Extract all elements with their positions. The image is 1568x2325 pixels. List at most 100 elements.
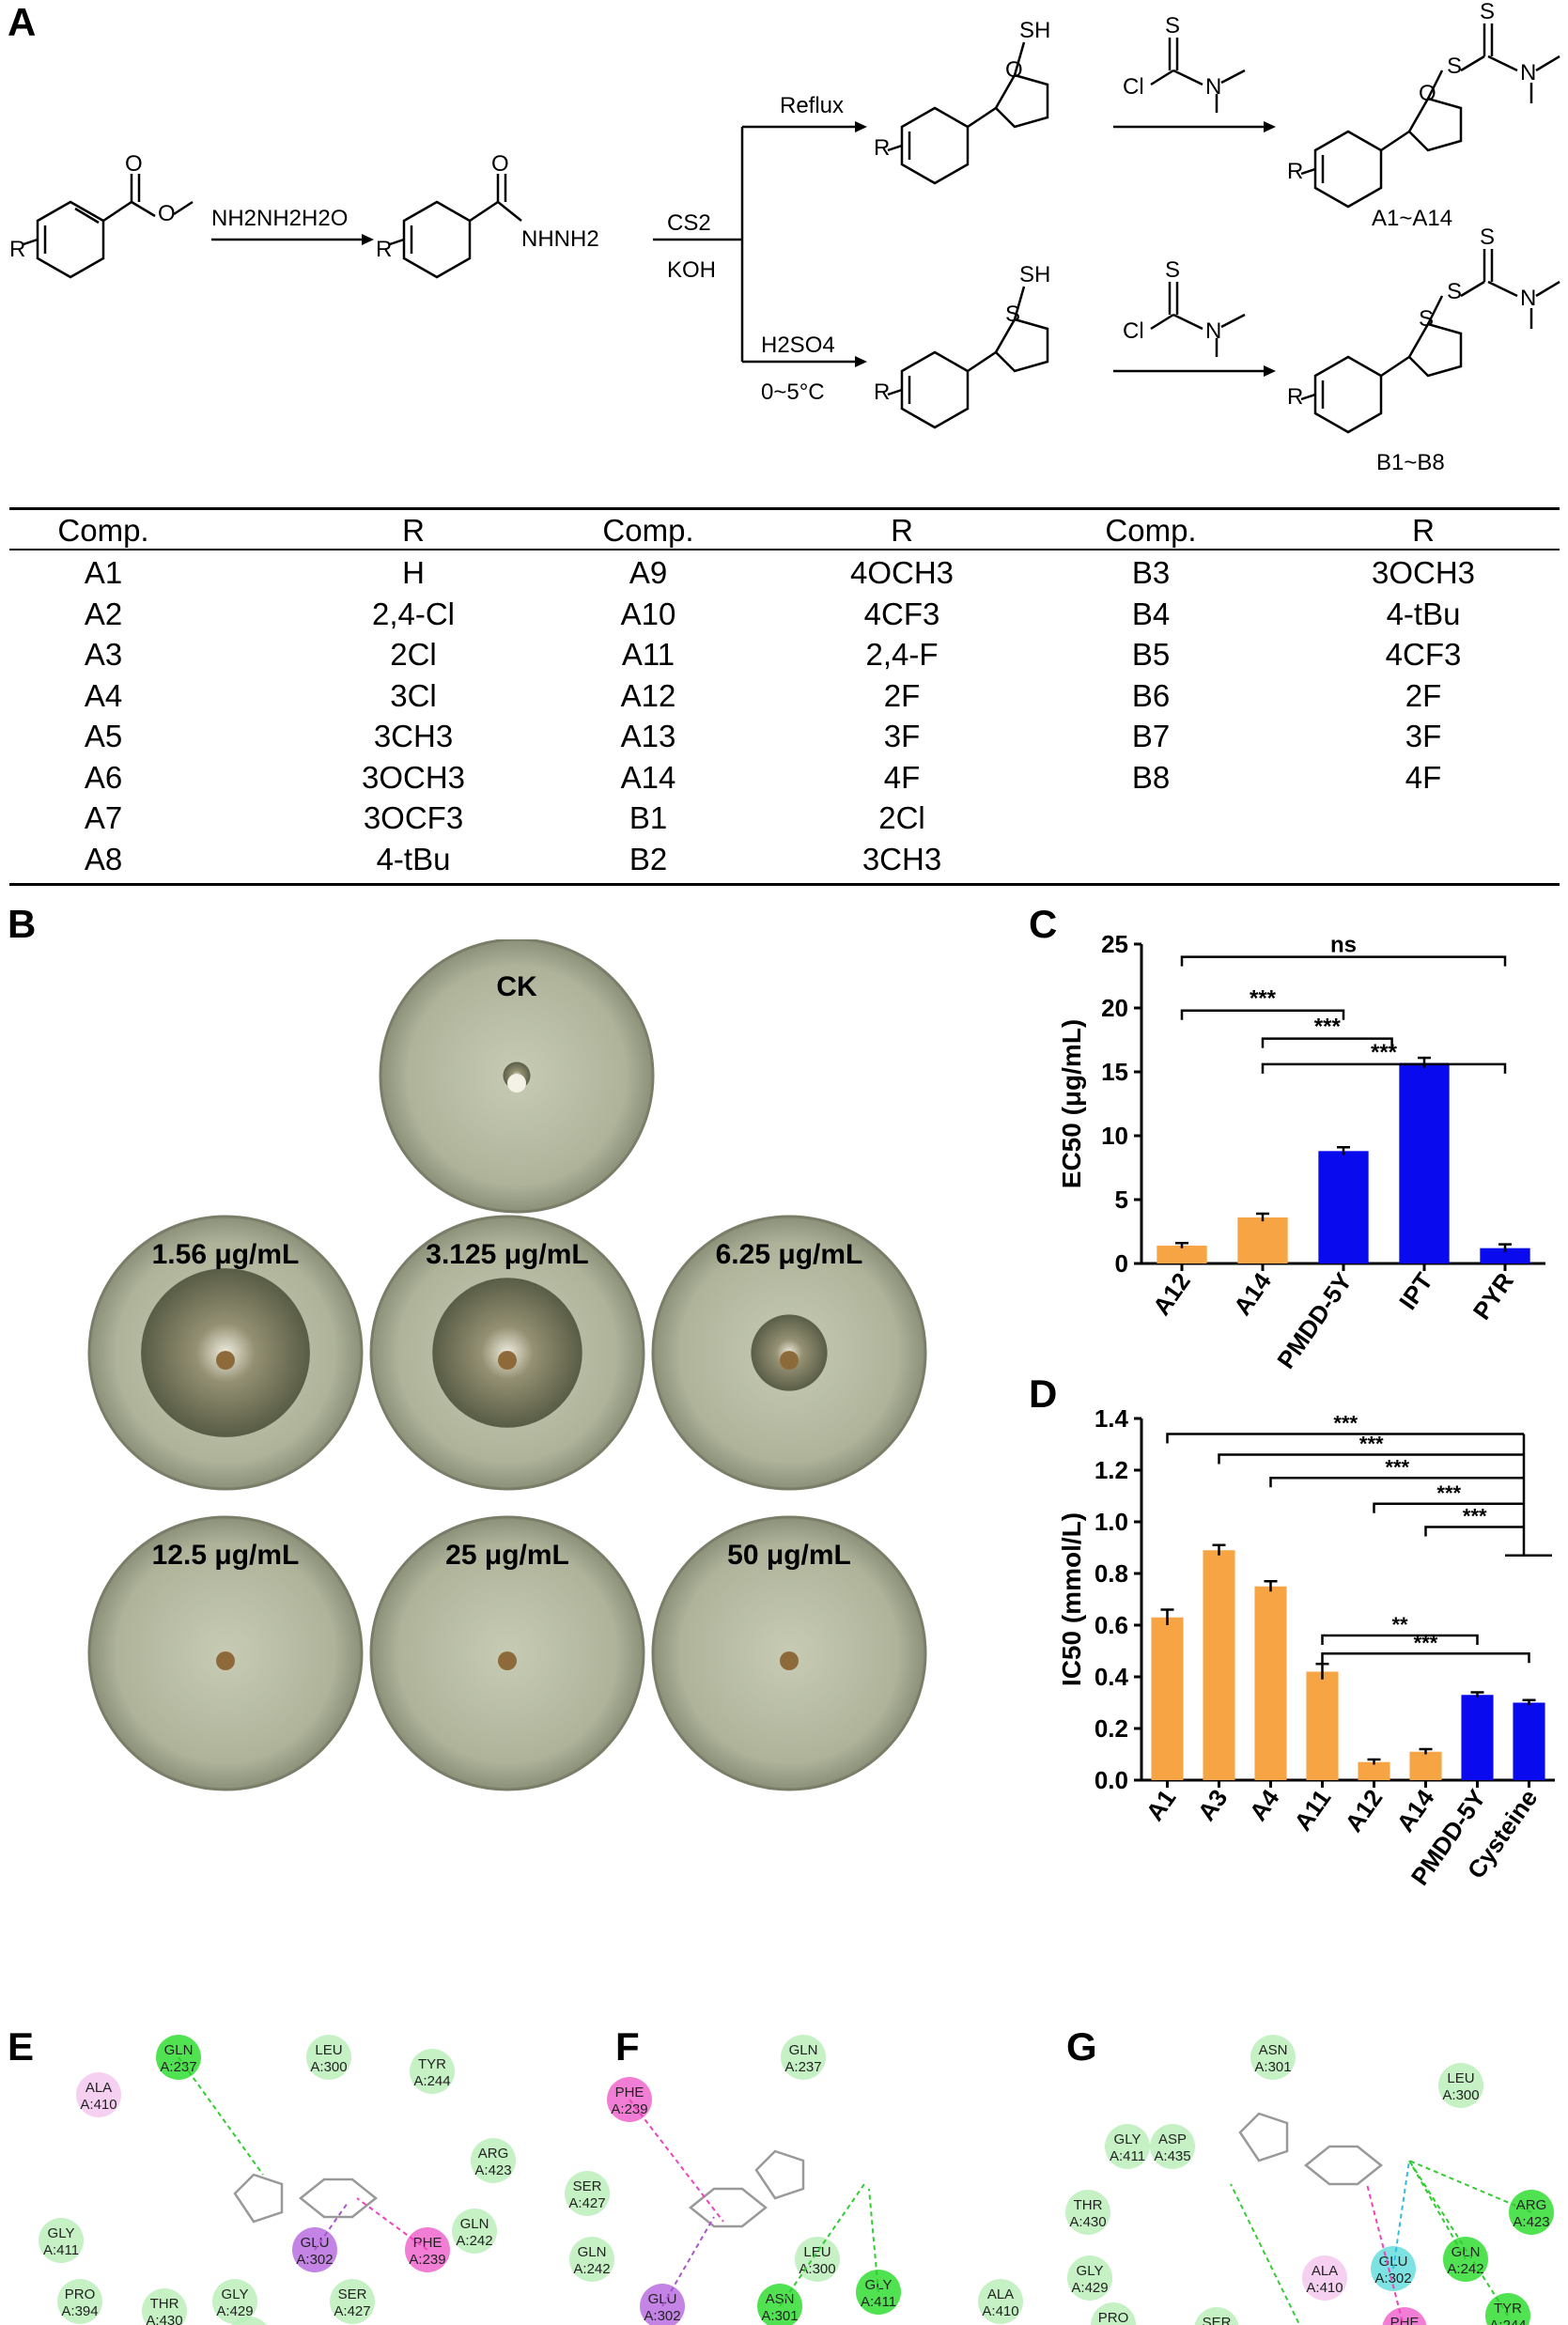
- table-cell: B3: [1131, 555, 1171, 590]
- series-b-label: B1~B8: [1376, 450, 1445, 475]
- inoculum-plug: [780, 1351, 799, 1370]
- table-header-cell: R: [1412, 513, 1435, 548]
- x-tick-label: A11: [1288, 1784, 1336, 1836]
- petri-plate: CK: [379, 939, 655, 1214]
- table-cell: 3OCF3: [363, 800, 464, 835]
- table-cell: A11: [621, 637, 675, 672]
- svg-text:GLN: GLN: [789, 2042, 818, 2058]
- svg-text:A:435: A:435: [1154, 2148, 1190, 2164]
- svg-text:SER: SER: [573, 2178, 602, 2194]
- svg-text:A:423: A:423: [1513, 2214, 1549, 2230]
- svg-text:GLN: GLN: [164, 2042, 194, 2058]
- table-header-cell: R: [402, 513, 425, 548]
- table-cell: 4OCH3: [849, 555, 955, 590]
- svg-text:R: R: [376, 237, 392, 262]
- svg-text:GLU: GLU: [301, 2235, 330, 2251]
- hydrazide-group: NHNH2: [521, 226, 599, 252]
- table-cell: 4F: [1405, 759, 1442, 795]
- inoculum-plug: [507, 1074, 526, 1093]
- panel-b-letter: B: [8, 902, 37, 946]
- svg-text:***: ***: [1250, 986, 1277, 1012]
- plate-label: 12.5 μg/mL: [152, 1540, 300, 1571]
- petri-plate: 1.56 μg/mL: [87, 1215, 364, 1491]
- benzene-ring: [36, 200, 105, 279]
- h2so4-reagent: H2SO4: [761, 333, 835, 358]
- r-group: R: [9, 237, 25, 262]
- x-tick-label: IPT: [1393, 1267, 1438, 1314]
- svg-text:ALA: ALA: [85, 2080, 112, 2096]
- table-cell: 2F: [883, 677, 921, 713]
- svg-text:R: R: [1287, 159, 1303, 184]
- table-cell: 2Cl: [390, 637, 437, 672]
- svg-text:A:411: A:411: [43, 2242, 79, 2258]
- x-tick-label: A12: [1147, 1267, 1196, 1320]
- svg-text:S: S: [1447, 279, 1462, 304]
- petri-plate: 12.5 μg/mL: [87, 1515, 364, 1791]
- svg-text:S: S: [1005, 302, 1020, 327]
- svg-text:***: ***: [1385, 1455, 1409, 1479]
- svg-text:N: N: [1520, 60, 1536, 85]
- bar: [1461, 1695, 1494, 1780]
- svg-text:A:302: A:302: [296, 2252, 333, 2268]
- table-cell: 4-tBu: [376, 841, 451, 876]
- series-a-label: A1~A14: [1372, 206, 1452, 231]
- bar: [1254, 1586, 1287, 1780]
- y-tick-label: 0.0: [1094, 1766, 1128, 1794]
- table-cell: 2F: [1405, 677, 1442, 713]
- svg-text:GLY: GLY: [222, 2286, 249, 2302]
- x-tick-label: A14: [1228, 1267, 1277, 1321]
- inoculum-plug: [498, 1351, 517, 1370]
- table-header-cell: Comp.: [57, 513, 149, 548]
- svg-text:A:411: A:411: [861, 2294, 896, 2310]
- svg-text:S: S: [1447, 54, 1462, 79]
- svg-text:THR: THR: [1074, 2197, 1103, 2213]
- table-cell: A3: [84, 637, 123, 672]
- bar: [1151, 1617, 1184, 1780]
- inoculum-plug: [498, 1651, 517, 1670]
- table-cell: B6: [1131, 677, 1171, 713]
- table-cell: 4-tBu: [1386, 596, 1461, 631]
- svg-text:PHE: PHE: [413, 2235, 442, 2251]
- x-tick-label: PYR: [1467, 1267, 1519, 1325]
- svg-text:N: N: [1520, 286, 1536, 311]
- significance-bracket: ***: [1180, 986, 1345, 1020]
- y-tick-label: 1.2: [1094, 1456, 1128, 1484]
- x-tick-label: A12: [1339, 1784, 1388, 1837]
- panel-a-letter: A: [8, 0, 37, 44]
- plate-label: 50 μg/mL: [727, 1540, 851, 1571]
- hydrazine-reagent: NH2NH2H2O: [211, 206, 348, 231]
- svg-text:A:239: A:239: [409, 2252, 445, 2268]
- svg-text:GLN: GLN: [578, 2244, 607, 2260]
- table-cell: 2Cl: [878, 800, 925, 835]
- svg-text:ARG: ARG: [478, 2146, 509, 2162]
- reflux-label: Reflux: [780, 93, 844, 118]
- svg-text:***: ***: [1333, 1412, 1358, 1435]
- y-tick-label: 10: [1101, 1122, 1128, 1150]
- interaction-lines: [178, 2056, 1532, 2325]
- y-tick-label: 1.0: [1094, 1508, 1128, 1536]
- y-tick-label: 15: [1101, 1058, 1128, 1086]
- svg-text:GLN: GLN: [460, 2216, 489, 2232]
- svg-text:S: S: [1480, 0, 1495, 24]
- table-top-rule: [9, 507, 1560, 510]
- significance-bracket: ***: [1218, 1433, 1524, 1465]
- table-cell: 3OCH3: [361, 759, 466, 795]
- svg-text:PRO: PRO: [1098, 2310, 1129, 2325]
- svg-text:SER: SER: [338, 2286, 367, 2302]
- svg-text:ALA: ALA: [987, 2286, 1014, 2302]
- svg-text:S: S: [1165, 257, 1180, 283]
- svg-text:GLN: GLN: [1452, 2244, 1481, 2260]
- svg-text:R: R: [1287, 384, 1303, 410]
- svg-text:LEU: LEU: [315, 2042, 342, 2058]
- svg-text:N: N: [1205, 74, 1221, 100]
- svg-text:GLY: GLY: [865, 2277, 893, 2293]
